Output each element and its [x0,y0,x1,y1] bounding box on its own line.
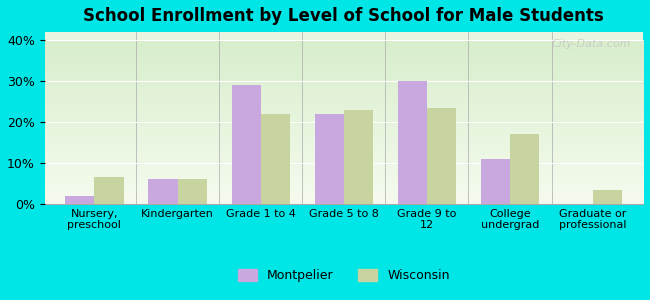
Bar [261,114,290,204]
Bar [65,196,94,204]
Bar [481,159,510,204]
Text: City-Data.com: City-Data.com [552,39,631,49]
Bar [148,179,177,204]
Bar [593,190,622,204]
Bar [315,114,344,204]
Bar [94,177,124,204]
Bar [510,134,539,204]
Bar [427,108,456,204]
Bar [231,85,261,204]
Title: School Enrollment by Level of School for Male Students: School Enrollment by Level of School for… [83,7,604,25]
Legend: Montpelier, Wisconsin: Montpelier, Wisconsin [233,263,454,287]
Bar [398,81,427,204]
Bar [344,110,373,204]
Bar [177,179,207,204]
